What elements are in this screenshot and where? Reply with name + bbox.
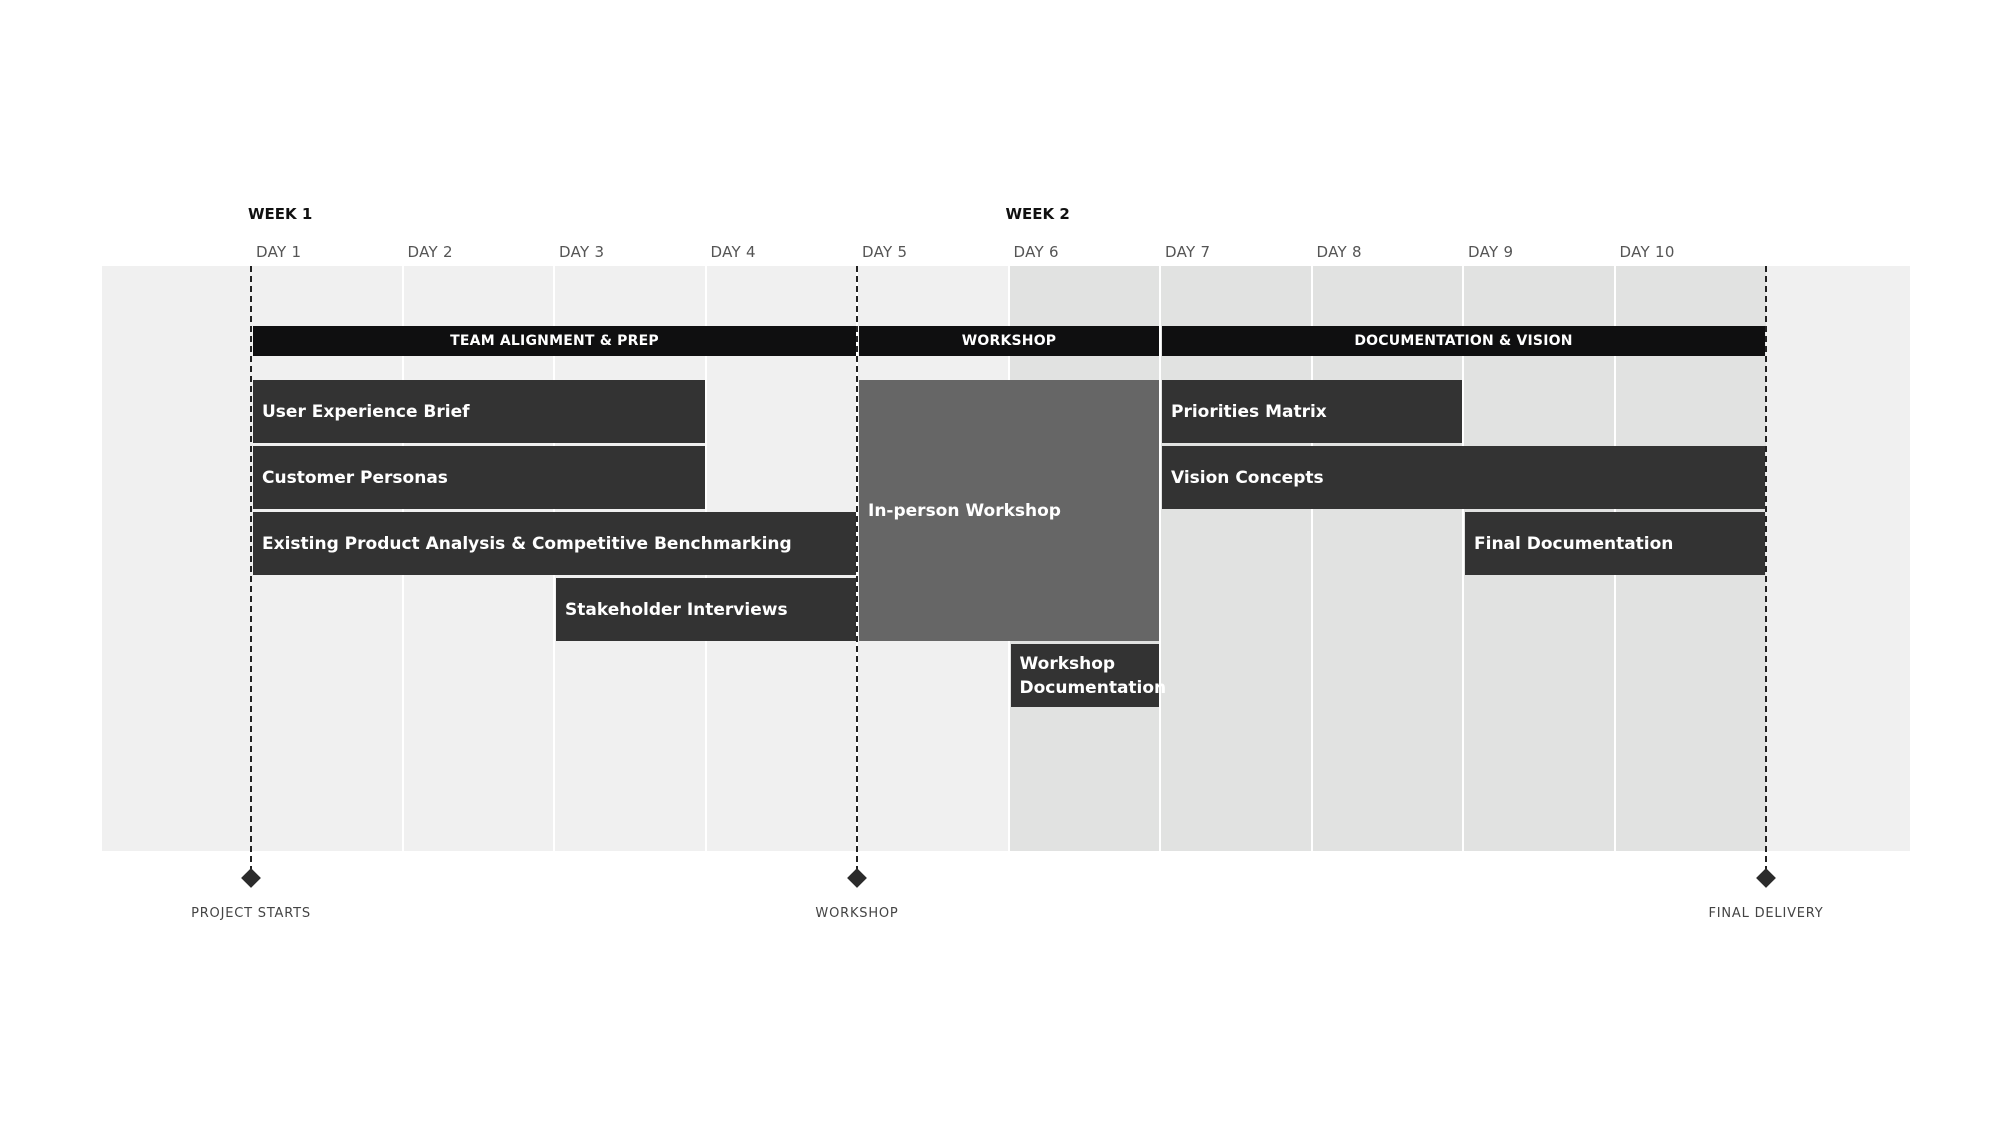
- highlight-column: [1311, 266, 1463, 851]
- phase-bar: WORKSHOP: [859, 326, 1159, 356]
- day-label: DAY 2: [407, 243, 453, 261]
- task-bar[interactable]: User Experience Brief: [253, 380, 705, 443]
- milestone-label: WORKSHOP: [815, 906, 899, 921]
- day-label: DAY 8: [1316, 243, 1362, 261]
- task-bar[interactable]: Existing Product Analysis & Competitive …: [253, 512, 856, 575]
- day-gridline: [1159, 266, 1161, 851]
- week-label: WEEK 1: [248, 205, 313, 223]
- day-label: DAY 4: [710, 243, 756, 261]
- day-label: DAY 10: [1619, 243, 1675, 261]
- task-bar[interactable]: Stakeholder Interviews: [556, 578, 856, 641]
- phase-bar: DOCUMENTATION & VISION: [1162, 326, 1765, 356]
- milestone-label: FINAL DELIVERY: [1708, 906, 1824, 921]
- phase-bar: TEAM ALIGNMENT & PREP: [253, 326, 856, 356]
- task-bar[interactable]: Vision Concepts: [1162, 446, 1765, 509]
- milestone-diamond-icon: [1756, 868, 1776, 888]
- task-bar[interactable]: Workshop Documentation: [1010, 644, 1166, 707]
- day-gridline: [1310, 266, 1313, 851]
- day-label: DAY 7: [1165, 243, 1211, 261]
- milestone-line: [250, 266, 252, 872]
- task-bar[interactable]: Priorities Matrix: [1162, 380, 1462, 443]
- highlight-column: [1160, 266, 1312, 851]
- day-label: DAY 9: [1468, 243, 1514, 261]
- milestone-line: [1765, 266, 1767, 872]
- day-gridline: [1462, 266, 1464, 851]
- day-label: DAY 6: [1013, 243, 1059, 261]
- milestone-diamond-icon: [847, 868, 867, 888]
- day-label: DAY 1: [256, 243, 302, 261]
- milestone-label: PROJECT STARTS: [191, 906, 311, 921]
- task-bar[interactable]: In-person Workshop: [859, 380, 1159, 641]
- day-label: DAY 3: [559, 243, 605, 261]
- milestone-diamond-icon: [241, 868, 261, 888]
- task-bar[interactable]: Customer Personas: [253, 446, 705, 509]
- task-bar[interactable]: Final Documentation: [1465, 512, 1765, 575]
- milestone-line: [856, 266, 858, 872]
- day-label: DAY 5: [862, 243, 908, 261]
- week-label: WEEK 2: [1005, 205, 1070, 223]
